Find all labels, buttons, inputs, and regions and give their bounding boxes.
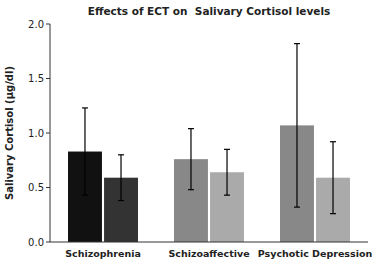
y-tick-label: 1.5 xyxy=(28,73,44,84)
y-tick xyxy=(46,242,50,243)
error-bar xyxy=(188,129,194,190)
error-bar xyxy=(294,44,300,208)
error-bar xyxy=(118,155,124,201)
error-bar xyxy=(224,149,230,195)
title: Effects of ECT on Salivary Cortisol leve… xyxy=(88,5,331,17)
y-tick xyxy=(46,24,50,25)
y-tick-label: 2.0 xyxy=(28,19,44,30)
y-tick-label: 0.5 xyxy=(28,182,44,193)
y-tick xyxy=(46,133,50,134)
y-tick xyxy=(46,78,50,79)
x-tick-label: Schizophrenia xyxy=(65,248,141,259)
y-axis-label: Salivary Cortisol (μg/dl) xyxy=(4,66,15,200)
y-tick-label: 1.0 xyxy=(28,128,44,139)
error-bar xyxy=(330,142,336,214)
x-tick-label: Psychotic Depression xyxy=(258,248,373,259)
x-tick-label: Schizoaffective xyxy=(168,248,249,259)
chart: 0.0 0.5 1.0 1.5 2.0 Schizophrenia Schizoaffect… xyxy=(0,0,378,268)
error-bar xyxy=(82,108,88,195)
y-tick xyxy=(46,187,50,188)
x-axis xyxy=(50,242,368,243)
y-tick-label: 0.0 xyxy=(28,237,44,248)
bars xyxy=(68,44,350,242)
